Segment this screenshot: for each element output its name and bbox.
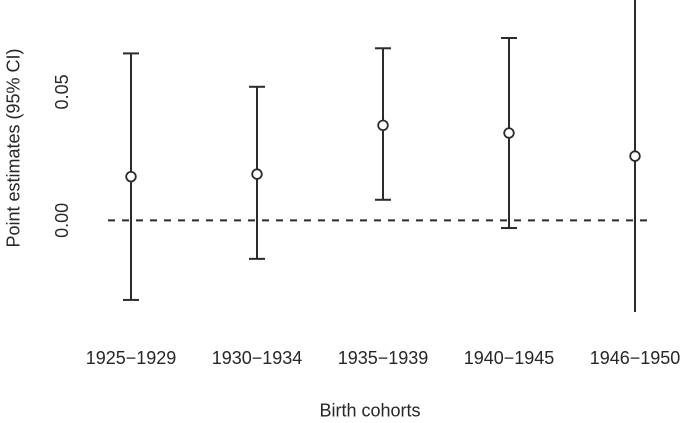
y-axis-title: Point estimates (95% CI) <box>3 48 24 248</box>
x-tick-label: 1946−1950 <box>590 348 681 368</box>
x-tick-label: 1940−1945 <box>464 348 555 368</box>
x-tick-label: 1935−1939 <box>338 348 429 368</box>
point-estimate-marker <box>251 168 263 180</box>
x-tick-label: 1930−1934 <box>212 348 303 368</box>
x-tick-label: 1925−1929 <box>86 348 177 368</box>
x-axis-title: Birth cohorts <box>319 400 421 421</box>
y-tick-label: 0.00 <box>52 203 72 238</box>
point-estimate-marker <box>629 150 641 162</box>
point-estimate-marker <box>125 170 137 183</box>
point-estimate-marker <box>503 127 515 139</box>
y-tick-label: 0.05 <box>52 74 72 109</box>
point-estimate-marker <box>377 119 389 132</box>
